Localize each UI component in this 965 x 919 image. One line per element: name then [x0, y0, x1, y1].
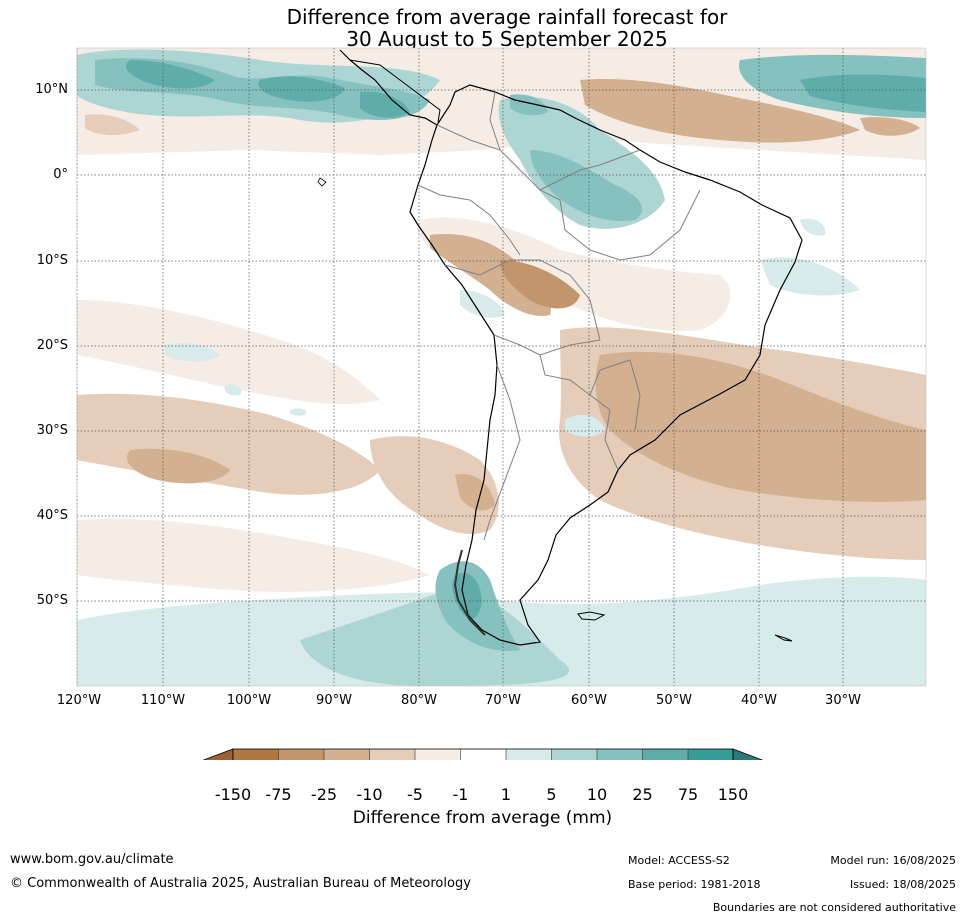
lat-label: 40°S	[36, 508, 68, 523]
lon-label: 120°W	[56, 693, 102, 708]
map-title-line1: Difference from average rainfall forecas…	[286, 5, 728, 29]
map-title-line2: 30 August to 5 September 2025	[346, 27, 668, 51]
boundaries-disclaimer: Boundaries are not considered authoritat…	[712, 901, 956, 914]
lon-label: 90°W	[316, 693, 352, 708]
country-borders	[417, 91, 701, 541]
lat-label: 20°S	[36, 338, 68, 353]
colorbar-segment	[415, 749, 461, 760]
lon-label: 60°W	[571, 693, 607, 708]
colorbar-segment	[369, 749, 415, 760]
colorbar-segment	[597, 749, 643, 760]
south-america-coastline	[339, 49, 803, 646]
lon-label: 80°W	[401, 693, 437, 708]
lon-label: 100°W	[226, 693, 272, 708]
chilean-fjords	[453, 549, 486, 636]
lon-label: 30°W	[825, 693, 861, 708]
colorbar-tick-label: 75	[677, 785, 699, 804]
colorbar-title: Difference from average (mm)	[352, 808, 613, 828]
lat-label: 50°S	[36, 593, 68, 608]
colorbar-segment	[506, 749, 552, 760]
lat-label: 30°S	[36, 423, 68, 438]
website-link[interactable]: www.bom.gov.au/climate	[10, 852, 174, 867]
colorbar-segment	[551, 749, 597, 760]
lon-label: 110°W	[140, 693, 186, 708]
colorbar-tick-label: 25	[632, 785, 653, 804]
south-georgia	[774, 634, 793, 642]
lon-label: 70°W	[485, 693, 521, 708]
colorbar-tick-label: 5	[546, 785, 557, 804]
colorbar-segment	[642, 749, 688, 760]
colorbar-segment	[688, 749, 733, 760]
colorbar-tick-label: -75	[265, 785, 292, 804]
model-name: Model: ACCESS-S2	[628, 854, 730, 867]
colorbar-tick-label: 10	[586, 785, 608, 804]
falkland-islands	[577, 611, 606, 621]
colorbar-tick-label: -5	[407, 785, 423, 804]
colorbar-segment	[278, 749, 324, 760]
galapagos	[317, 177, 327, 187]
colorbar-segment	[460, 749, 506, 760]
colorbar-tick-label: -1	[452, 785, 469, 804]
colorbar	[202, 748, 764, 760]
base-period: Base period: 1981-2018	[628, 878, 761, 891]
colorbar-tick-label: 150	[717, 785, 749, 804]
colorbar-tick-label: -25	[310, 785, 338, 804]
colorbar-segment	[324, 749, 370, 760]
lon-label: 50°W	[656, 693, 692, 708]
lat-label: 0°	[53, 167, 68, 182]
colorbar-left-arrow	[202, 748, 234, 760]
colorbar-tick-label: -10	[356, 785, 383, 804]
lon-label: 40°W	[741, 693, 777, 708]
lat-label: 10°S	[36, 253, 68, 268]
central-america-coastline	[349, 59, 441, 123]
rainfall-anomaly-field	[77, 48, 926, 686]
rainfall-map	[76, 47, 927, 760]
map-frame	[76, 47, 927, 687]
colorbar-tick-label: 1	[500, 785, 512, 804]
colorbar-tick-label: -150	[214, 785, 252, 804]
model-run-date: Model run: 16/08/2025	[830, 854, 956, 867]
colorbar-right-arrow	[732, 748, 764, 760]
colorbar-segment	[233, 749, 279, 760]
lat-label: 10°N	[35, 82, 68, 97]
issued-date: Issued: 18/08/2025	[849, 878, 956, 891]
copyright-notice: © Commonwealth of Australia 2025, Austra…	[10, 876, 471, 891]
